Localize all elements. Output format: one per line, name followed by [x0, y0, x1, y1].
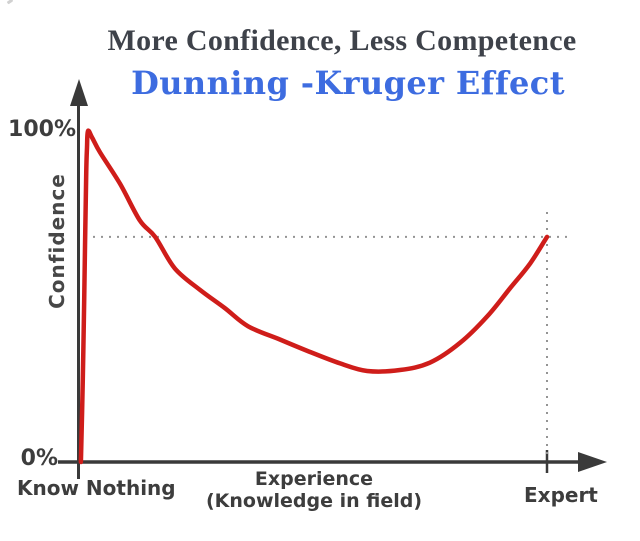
x-axis-arrowhead-icon	[578, 452, 607, 472]
chart-title: More Confidence, Less Competence	[107, 24, 577, 57]
x-axis-title: Experience (Knowledge in field)	[164, 468, 464, 512]
x-axis-title-line1: Experience	[254, 468, 374, 490]
chart-subtitle: Dunning -Kruger Effect	[131, 64, 565, 102]
y-axis-min-tick-label: 0%	[20, 446, 58, 471]
y-axis-max-tick-label: 100%	[8, 117, 76, 142]
y-axis-title: Confidence	[45, 173, 69, 309]
y-axis-arrowhead-icon	[70, 79, 88, 106]
x-axis-start-label: Know Nothing	[17, 476, 176, 500]
x-axis-title-line2: (Knowledge in field)	[205, 490, 423, 512]
confidence-curve	[78, 128, 550, 465]
x-axis-end-label: Expert	[524, 483, 598, 507]
